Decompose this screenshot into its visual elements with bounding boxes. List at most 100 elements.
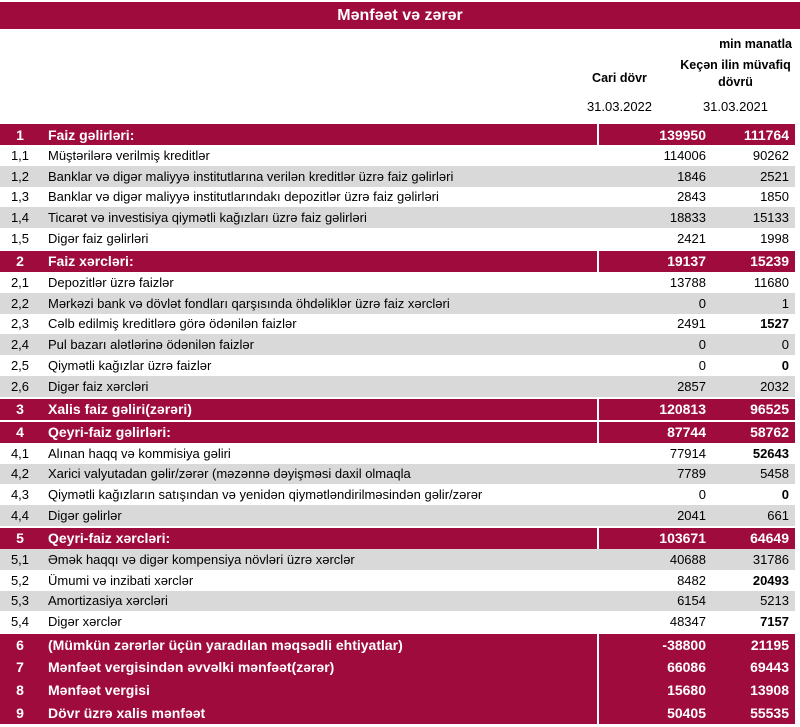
row-label: Banklar və digər maliyyə institutlarında… [48,189,439,205]
row-number: 2,2 [10,295,30,311]
row-number: 1,3 [10,189,30,205]
table-body: 1 Faiz gəlirləri: 139950 111764 1,1 Müştərilə… [0,122,795,725]
value-current: 0 [698,487,706,503]
row-label: Qeyri-faiz xərcləri: [48,530,171,547]
value-current: 0 [698,337,706,353]
value-previous: 0 [781,358,789,374]
table-row: 1,5 Digər faiz gəlirləri 2421 1998 [0,228,795,249]
value-previous: 7157 [760,614,789,630]
row-label: Alınan haqq və kommisiya gəliri [48,445,231,461]
column-header-previous: Keçən ilin müvafiq dövrü [680,58,791,89]
table-row: 5,4 Digər xərclər 48347 7157 [0,611,795,633]
value-current: 2421 [677,231,706,247]
value-previous: 69443 [750,658,789,675]
table-row: 4,1 Alınan haqq və kommisiya gəliri 77914 5… [0,442,795,464]
value-previous: 2032 [760,378,789,394]
row-label: Qiymətli kağızların satışından və yenidə… [48,487,483,503]
table-row: 4 Qeyri-faiz gəlirləri: 87744 58762 [0,419,795,443]
value-current: 15680 [597,678,712,702]
value-current: 2843 [677,189,706,205]
table-row: 5,1 Əmək haqqı və digər kompensiya növlər… [0,548,795,570]
table-row: 2 Faiz xərcləri: 19137 15239 [0,248,795,272]
row-number: 4 [16,424,24,441]
table-row: 1,1 Müştərilərə verilmiş kreditlər 114006 9… [0,145,795,166]
row-number: 1 [16,126,24,143]
column-date-current: 31.03.2022 [586,99,653,114]
value-current: 2491 [677,316,706,332]
row-number: 6 [16,636,24,653]
value-previous: 90262 [752,147,789,163]
row-label: Amortizasiya xərcləri [48,593,168,609]
value-previous: 15133 [752,210,789,226]
value-current: 6154 [677,593,706,609]
value-previous: 64649 [750,530,789,547]
table-row: 4,3 Qiymətli kağızların satışından və yen… [0,484,795,506]
row-number: 2,4 [10,337,30,353]
table-row: 9 Dövr üzrə xalis mənfəət 50405 55535 [0,701,795,725]
row-label: Mənfəət vergisindən əvvəlki mənfəət(zərə… [48,658,335,675]
row-label: Pul bazarı alətlərinə ödənilən faizlər [48,337,254,353]
value-previous: 55535 [750,704,789,721]
table-row: 1 Faiz gəlirləri: 139950 111764 [0,122,795,145]
value-current: 2041 [677,508,706,524]
value-current: 40688 [669,551,706,567]
value-previous: 31786 [752,551,789,567]
value-current: 0 [698,358,706,374]
value-current: 7789 [677,466,706,482]
row-number: 7 [16,658,24,675]
row-label: Xarici valyutadan gəlir/zərər (məzənnə d… [48,466,411,482]
table-row: 5,3 Amortizasiya xərcləri 6154 5213 [0,590,795,612]
row-number: 1,4 [10,210,30,226]
row-label: Qiymətli kağızlar üzrə faizlər [48,358,212,374]
table-row: 2,1 Depozitlər üzrə faizlər 13788 11680 [0,271,795,293]
table-row: 2,4 Pul bazarı alətlərinə ödənilən faizlə… [0,334,795,356]
row-label: Qeyri-faiz gəlirləri: [48,424,171,441]
value-current: 139950 [597,124,712,145]
row-number: 5 [16,530,24,547]
unit-note: min manatla [719,37,792,51]
table-row: 7 Mənfəət vergisindən əvvəlki mənfəət(zər… [0,655,795,679]
row-label: Ümumi və inzibati xərclər [48,572,194,588]
row-number: 5,3 [10,593,30,609]
row-label: Cəlb edilmiş kreditlərə görə ödənilən fa… [48,316,297,332]
table-row: 4,4 Digər gəlirlər 2041 661 [0,505,795,526]
value-current: 66086 [597,655,712,679]
table-row: 6 (Mümkün zərərlər üçün yaradılan məqsədl… [0,632,795,656]
row-label: Faiz gəlirləri: [48,126,135,143]
value-current: 13788 [669,274,706,290]
row-number: 4,3 [10,487,30,503]
row-label: Mərkəzi bank və dövlət fondları qarşısın… [48,295,450,311]
report-title-bar: Mənfəət və zərər [0,2,800,29]
column-header-current: Cari dövr [592,71,647,85]
value-previous: 96525 [750,401,789,418]
value-previous: 58762 [750,424,789,441]
value-current: 87744 [597,421,712,443]
column-date-previous: 31.03.2021 [702,99,769,114]
value-previous: 5213 [760,593,789,609]
table-row: 2,3 Cəlb edilmiş kreditlərə görə ödənilən… [0,313,795,335]
value-previous: 20493 [752,572,789,588]
row-label: Ticarət və investisiya qiymətli kağızlar… [48,210,367,226]
row-label: (Mümkün zərərlər üçün yaradılan məqsədli… [48,636,403,653]
row-number: 8 [16,681,24,698]
row-label: Depozitlər üzrə faizlər [48,274,174,290]
table-row: 5,2 Ümumi və inzibati xərclər 8482 20493 [0,569,795,591]
value-previous: 2521 [760,168,789,184]
row-number: 1,2 [10,168,30,184]
row-number: 2,5 [10,358,30,374]
value-previous: 5458 [760,466,789,482]
table-row: 1,2 Banklar və digər maliyyə institutları… [0,165,795,187]
value-previous: 21195 [750,636,789,653]
value-current: 18833 [669,210,706,226]
value-previous: 0 [781,487,789,503]
row-number: 5,4 [10,614,30,630]
value-current: 0 [698,295,706,311]
row-number: 1,5 [10,231,30,247]
row-label: Əmək haqqı və digər kompensiya növləri ü… [48,551,355,567]
value-previous: 11680 [753,274,789,290]
value-current: 19137 [597,250,712,272]
row-label: Digər xərclər [48,614,122,630]
table-row: 2,6 Digər faiz xərcləri 2857 2032 [0,375,795,397]
table-row: 5 Qeyri-faiz xərcləri: 103671 64649 [0,525,795,549]
